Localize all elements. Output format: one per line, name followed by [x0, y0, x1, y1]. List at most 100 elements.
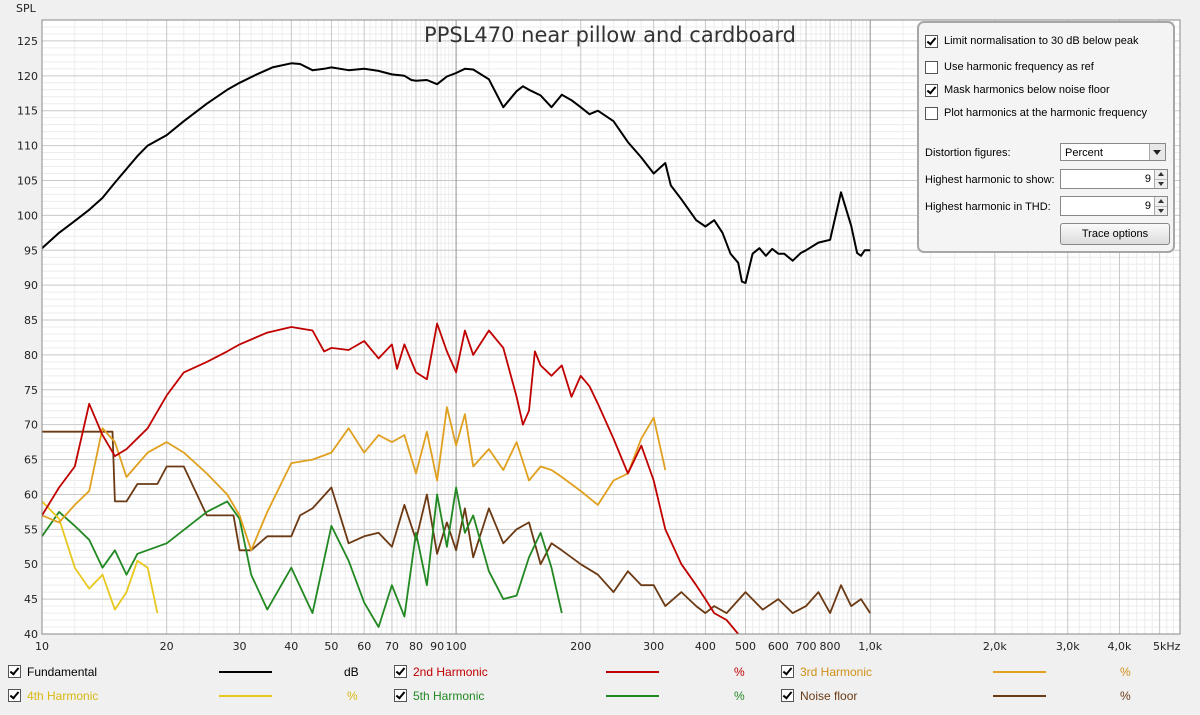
series-line-2nd-harmonic: [42, 322, 739, 634]
x-tick-label: 400: [695, 640, 716, 653]
harmonic-freq-ref-label: Use harmonic frequency as ref: [944, 61, 1094, 73]
x-tick-label: 30: [233, 640, 247, 653]
legend-3rd-harmonic-unit: %: [1120, 665, 1131, 679]
mask-harmonics-option[interactable]: Mask harmonics below noise floor: [925, 82, 1110, 98]
distortion-figures-select[interactable]: Percent: [1060, 143, 1166, 161]
spin-up-icon[interactable]: [1155, 170, 1167, 180]
legend-fundamental-checkbox[interactable]: [8, 665, 21, 678]
distortion-figures-label: Distortion figures:: [925, 147, 1011, 159]
chart-title: PPSL470 near pillow and cardboard: [424, 23, 796, 47]
legend-noise-floor-checkbox[interactable]: [781, 689, 794, 702]
x-tick-label: 500: [735, 640, 756, 653]
highest-harmonic-thd-spinner[interactable]: 9: [1060, 196, 1168, 216]
limit-normalisation-checkbox[interactable]: [925, 34, 938, 48]
x-tick-label: 800: [820, 640, 841, 653]
legend-5th-harmonic-unit: %: [734, 689, 745, 703]
series-layer: [42, 62, 871, 634]
x-tick-label: 3,0k: [1056, 640, 1080, 653]
series-line-noise-floor: [42, 430, 871, 614]
series-line-3rd-harmonic: [42, 406, 667, 552]
spin-up-icon[interactable]: [1155, 197, 1167, 207]
x-tick-label: 4,0k: [1108, 640, 1132, 653]
limit-normalisation-option[interactable]: Limit normalisation to 30 dB below peak: [925, 33, 1138, 49]
highest-harmonic-show-value: 9: [1144, 173, 1151, 185]
x-tick-label: 300: [643, 640, 664, 653]
legend-5th-harmonic-checkbox[interactable]: [394, 689, 407, 702]
y-tick-label: 105: [17, 174, 38, 187]
mask-harmonics-checkbox[interactable]: [925, 83, 938, 97]
legend-3rd-harmonic-checkbox[interactable]: [781, 665, 794, 678]
plot-border: [41, 19, 1181, 635]
y-tick-label: 55: [24, 523, 38, 536]
y-tick-label: 50: [24, 558, 38, 571]
dropdown-arrow-icon[interactable]: [1149, 144, 1165, 160]
highest-harmonic-thd-value: 9: [1144, 200, 1151, 212]
y-tick-label: 60: [24, 488, 38, 501]
x-tick-label: 70: [385, 640, 399, 653]
y-tick-label: 120: [17, 70, 38, 83]
x-tick-label: 2,0k: [983, 640, 1007, 653]
spin-down-icon[interactable]: [1155, 179, 1167, 188]
y-axis-label: SPL: [16, 2, 37, 15]
highest-harmonic-show-label: Highest harmonic to show:: [925, 174, 1055, 186]
y-tick-label: 100: [17, 209, 38, 222]
y-tick-label: 110: [17, 140, 38, 153]
plot-at-harmonic-option[interactable]: Plot harmonics at the harmonic frequency: [925, 105, 1147, 121]
legend-fundamental-unit: dB: [344, 665, 359, 679]
x-tick-label: 90: [430, 640, 444, 653]
plot-at-harmonic-label: Plot harmonics at the harmonic frequency: [944, 107, 1147, 119]
distortion-options-panel: Limit normalisation to 30 dB below peak …: [917, 21, 1175, 253]
y-tick-label: 85: [24, 314, 38, 327]
y-tick-label: 70: [24, 419, 38, 432]
distortion-figures-value: Percent: [1065, 147, 1103, 159]
plot-at-harmonic-checkbox[interactable]: [925, 106, 938, 120]
grid-minor: [42, 19, 1181, 634]
x-tick-label: 5kHz: [1153, 640, 1181, 653]
legend-2nd-harmonic-checkbox[interactable]: [394, 665, 407, 678]
legend-fundamental-label: Fundamental: [27, 665, 98, 679]
y-tick-label: 115: [17, 105, 38, 118]
highest-harmonic-thd-label: Highest harmonic in THD:: [925, 201, 1051, 213]
x-tick-label: 40: [284, 640, 298, 653]
legend-4th-harmonic-swatch: [219, 695, 272, 697]
y-tick-label: 40: [24, 628, 38, 641]
legend-4th-harmonic-checkbox[interactable]: [8, 689, 21, 702]
legend-noise-floor-label: Noise floor: [800, 689, 858, 703]
legend-2nd-harmonic-unit: %: [734, 665, 745, 679]
legend-3rd-harmonic-swatch: [993, 671, 1046, 673]
legend-4th-harmonic-unit: %: [347, 689, 358, 703]
series-line-5th-harmonic: [42, 486, 563, 628]
x-tick-label: 100: [446, 640, 467, 653]
legend-2nd-harmonic-swatch: [606, 671, 659, 673]
x-tick-label: 600: [768, 640, 789, 653]
x-tick-label: 20: [160, 640, 174, 653]
legend-fundamental-swatch: [219, 671, 272, 673]
x-tick-label: 1,0k: [858, 640, 882, 653]
limit-normalisation-label: Limit normalisation to 30 dB below peak: [944, 35, 1139, 47]
y-axis-ticks: 40 45 50 55 60 65 70 75 80 85 90 95 100 105 110 115 120 1…: [17, 35, 38, 641]
series-line-fundamental: [42, 62, 871, 284]
y-tick-label: 45: [24, 593, 38, 606]
y-tick-label: 125: [17, 35, 38, 48]
series-line-4th-harmonic: [42, 500, 159, 614]
x-axis-ticks: 10 20 30 40 50 60 70 80 90 100 200 300 400 500 600 700 8…: [35, 640, 1181, 653]
legend-3rd-harmonic-label: 3rd Harmonic: [800, 665, 873, 679]
legend-noise-floor-unit: %: [1120, 689, 1131, 703]
x-tick-label: 10: [35, 640, 49, 653]
x-tick-label: 80: [409, 640, 423, 653]
y-tick-label: 90: [24, 279, 38, 292]
spin-down-icon[interactable]: [1155, 206, 1167, 215]
x-tick-label: 700: [796, 640, 817, 653]
legend-noise-floor-swatch: [993, 695, 1046, 697]
x-tick-label: 60: [357, 640, 371, 653]
harmonic-freq-ref-option[interactable]: Use harmonic frequency as ref: [925, 59, 1094, 75]
legend-4th-harmonic-label: 4th Harmonic: [27, 689, 99, 703]
highest-harmonic-show-spinner[interactable]: 9: [1060, 169, 1168, 189]
legend-5th-harmonic-swatch: [606, 695, 659, 697]
x-tick-label: 200: [570, 640, 591, 653]
y-tick-label: 80: [24, 349, 38, 362]
y-tick-label: 95: [24, 244, 38, 257]
y-tick-label: 75: [24, 384, 38, 397]
trace-options-button[interactable]: Trace options: [1060, 223, 1170, 245]
harmonic-freq-ref-checkbox[interactable]: [925, 60, 938, 74]
